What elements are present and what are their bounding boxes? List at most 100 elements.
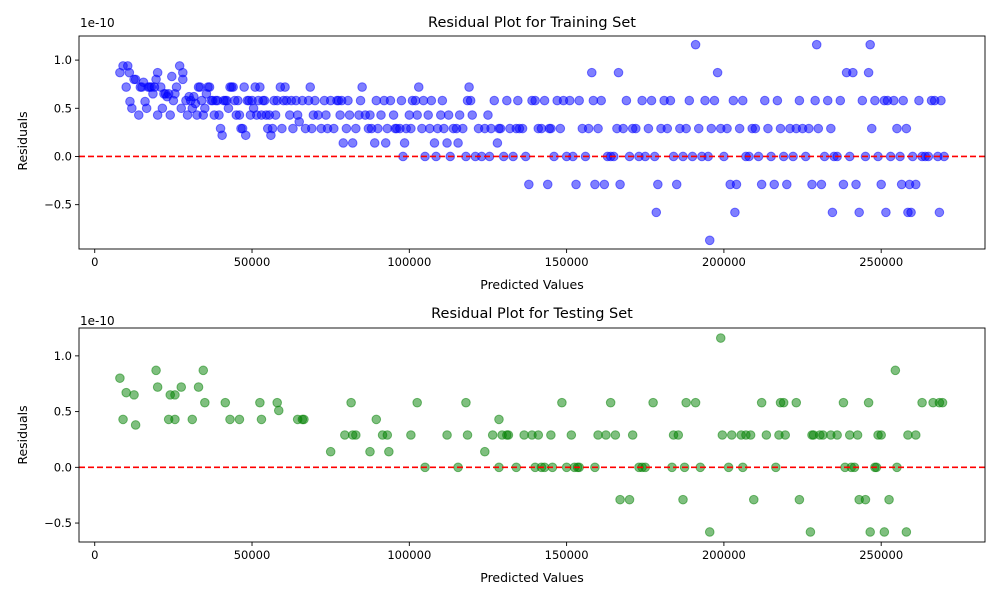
testing-data-point: [487, 430, 498, 440]
training-data-point: [178, 74, 188, 85]
training-data-point: [413, 82, 424, 92]
training-data-point: [388, 110, 399, 120]
testing-data-point: [176, 382, 187, 392]
training-data-point: [233, 95, 243, 106]
testing-data-point: [884, 494, 894, 505]
training-data-point: [513, 95, 523, 106]
training-data-point: [564, 95, 575, 106]
testing-data-point: [382, 430, 393, 440]
training-data-point: [542, 179, 553, 190]
testing-data-point: [748, 494, 759, 505]
testing-data-point: [198, 365, 209, 376]
training-data-point: [280, 82, 290, 92]
training-data-point: [826, 123, 836, 134]
training-data-point: [866, 123, 877, 134]
testing-x-axis-label: Predicted Values: [480, 570, 584, 585]
testing-data-point: [255, 397, 265, 408]
testing-data-point: [681, 397, 691, 408]
training-data-point: [329, 123, 339, 134]
training-data-point: [810, 95, 820, 106]
training-data-point: [412, 110, 422, 120]
training-data-point: [306, 123, 317, 134]
testing-data-point: [610, 430, 621, 440]
training-data-point: [888, 95, 899, 106]
training-data-point: [763, 123, 773, 134]
testing-x-tick-label: 200000: [702, 548, 746, 562]
testing-data-point: [121, 387, 131, 398]
testing-data-point: [745, 430, 756, 440]
training-x-tick-label: 150000: [545, 255, 589, 269]
training-data-point: [195, 82, 205, 92]
testing-data-point: [726, 430, 737, 440]
training-data-point: [571, 179, 581, 190]
testing-data-point: [624, 494, 635, 505]
training-data-point: [457, 123, 468, 134]
training-data-point: [706, 123, 717, 134]
testing-data-point: [272, 397, 282, 408]
testing-y-tick-label: 1.0: [54, 349, 72, 363]
testing-data-point: [818, 430, 828, 440]
training-data-point: [813, 123, 824, 134]
training-data-point: [121, 82, 131, 92]
testing-y-tick-label: 0.5: [54, 405, 72, 419]
training-data-point: [344, 110, 355, 120]
training-data-point: [313, 110, 323, 120]
training-data-point: [684, 95, 695, 106]
training-axes-frame: [78, 35, 986, 250]
training-data-point: [870, 95, 880, 106]
training-data-point: [399, 138, 410, 148]
training-data-point: [124, 67, 135, 78]
testing-data-point: [115, 373, 125, 383]
testing-y-tick-label: 0.0: [54, 460, 72, 474]
training-data-point: [464, 82, 474, 92]
training-x-tick-label: 200000: [702, 255, 746, 269]
testing-data-point: [690, 397, 701, 408]
training-data-point: [305, 82, 316, 92]
testing-data-point: [778, 397, 789, 408]
training-data-point: [704, 235, 715, 246]
training-data-point: [772, 95, 783, 106]
testing-data-point: [780, 430, 791, 440]
training-data-point: [700, 95, 710, 106]
testing-data-point: [193, 382, 204, 392]
training-data-point: [267, 123, 278, 134]
testing-data-point: [519, 430, 529, 440]
training-data-point: [127, 103, 137, 114]
testing-data-point: [794, 494, 805, 505]
training-data-point: [807, 179, 817, 190]
training-y-tick-label: 1.0: [54, 53, 72, 67]
training-data-point: [599, 179, 610, 190]
training-data-point: [693, 123, 704, 134]
training-data-point: [171, 82, 182, 92]
training-data-point: [730, 207, 740, 218]
training-data-point: [385, 95, 396, 106]
testing-data-point: [546, 430, 556, 440]
training-data-point: [827, 207, 838, 218]
training-data-point: [382, 123, 393, 134]
testing-y-offset-text: 1e-10: [80, 314, 115, 328]
training-data-point: [373, 123, 383, 134]
training-x-axis-label: Predicted Values: [480, 277, 584, 292]
training-data-point: [321, 110, 331, 120]
training-data-point: [914, 95, 924, 106]
training-data-point: [234, 110, 245, 120]
testing-data-point: [371, 414, 382, 425]
training-data-point: [404, 110, 415, 120]
training-data-point: [851, 179, 861, 190]
training-x-tick-label: 250000: [859, 255, 903, 269]
testing-axes-frame: [78, 327, 986, 543]
training-data-point: [804, 123, 814, 134]
training-data-point: [643, 123, 654, 134]
training-data-point: [536, 123, 547, 134]
training-data-point: [794, 95, 805, 106]
testing-data-point: [673, 430, 684, 440]
training-data-point: [152, 110, 163, 120]
training-data-point: [848, 67, 858, 78]
testing-data-point: [761, 430, 772, 440]
testing-data-point: [615, 494, 625, 505]
testing-data-point: [299, 414, 309, 425]
training-data-point: [341, 123, 352, 134]
testing-data-point: [461, 397, 471, 408]
training-data-point: [495, 123, 506, 134]
testing-data-point: [503, 430, 514, 440]
